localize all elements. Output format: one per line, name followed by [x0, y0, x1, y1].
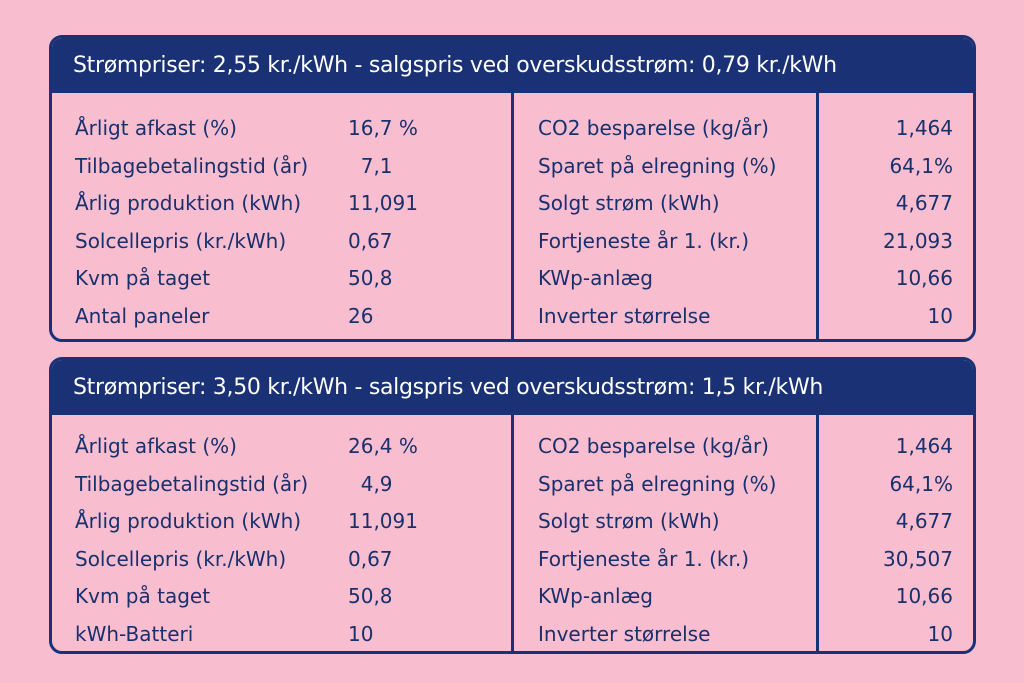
row-value: 10: [348, 621, 374, 646]
row-label: Inverter størrelse: [538, 621, 711, 646]
row-label: Sparet på elregning (%): [538, 471, 777, 496]
row-label: Solcellepris (kr./kWh): [75, 228, 287, 253]
table-row: Kvm på taget 50,8 KWp-anlæg 10,66: [52, 578, 973, 616]
row-label: Fortjeneste år 1. (kr.): [538, 546, 750, 571]
row-value: 7,1: [348, 153, 393, 178]
row-label: Årlig produktion (kWh): [75, 509, 302, 533]
row-value: 4,9: [348, 471, 393, 496]
row-value: 4,677: [895, 191, 953, 215]
table-row: Årlig produktion (kWh) 11,091 Solgt strø…: [52, 503, 973, 541]
row-label: kWh-Batteri: [75, 621, 194, 646]
table-row: kWh-Batteri 10 Inverter størrelse 10: [52, 616, 973, 652]
table-row: Tilbagebetalingstid (år) 7,1 Sparet på e…: [52, 148, 973, 186]
column-divider: [816, 415, 819, 651]
row-label: Solcellepris (kr./kWh): [75, 546, 287, 571]
row-value: 16,7 %: [348, 116, 418, 140]
row-label: Årlig produktion (kWh): [75, 191, 302, 215]
row-value: 11,091: [348, 191, 418, 215]
row-value: 21,093: [883, 228, 953, 253]
row-value: 50,8: [348, 266, 393, 290]
row-label: Tilbagebetalingstid (år): [75, 153, 309, 178]
row-label: Kvm på taget: [75, 584, 211, 608]
row-value: 11,091: [348, 509, 418, 533]
row-value: 26,4 %: [348, 434, 418, 458]
table-rows: Årligt afkast (%) 16,7 % CO2 besparelse …: [52, 110, 973, 335]
row-value: 64,1%: [889, 471, 953, 496]
row-value: 0,67: [348, 546, 393, 571]
row-label: Solgt strøm (kWh): [538, 191, 720, 215]
row-label: Årligt afkast (%): [75, 116, 237, 140]
table-row: Antal paneler 26 Inverter størrelse 10: [52, 298, 973, 336]
row-value: 64,1%: [889, 153, 953, 178]
table-row: Årlig produktion (kWh) 11,091 Solgt strø…: [52, 185, 973, 223]
table-row: Tilbagebetalingstid (år) 4,9 Sparet på e…: [52, 466, 973, 504]
row-value: 1,464: [895, 434, 953, 458]
row-label: CO2 besparelse (kg/år): [538, 434, 769, 458]
row-value: 4,677: [895, 509, 953, 533]
row-value: 10,66: [895, 584, 953, 608]
row-value: 30,507: [883, 546, 953, 571]
row-label: Årligt afkast (%): [75, 434, 237, 458]
table-row: Solcellepris (kr./kWh) 0,67 Fortjeneste …: [52, 223, 973, 261]
panel-body: Årligt afkast (%) 26,4 % CO2 besparelse …: [52, 415, 973, 651]
row-value: 10: [927, 303, 953, 328]
row-label: Kvm på taget: [75, 266, 211, 290]
table-row: Kvm på taget 50,8 KWp-anlæg 10,66: [52, 260, 973, 298]
column-divider: [511, 93, 514, 339]
column-divider: [816, 93, 819, 339]
table-row: Årligt afkast (%) 16,7 % CO2 besparelse …: [52, 110, 973, 148]
row-label: CO2 besparelse (kg/år): [538, 116, 769, 140]
row-label: KWp-anlæg: [538, 266, 653, 290]
row-value: 1,464: [895, 116, 953, 140]
row-value: 50,8: [348, 584, 393, 608]
row-label: Sparet på elregning (%): [538, 153, 777, 178]
row-label: Fortjeneste år 1. (kr.): [538, 228, 750, 253]
table-rows: Årligt afkast (%) 26,4 % CO2 besparelse …: [52, 428, 973, 652]
row-value: 10: [927, 621, 953, 646]
row-label: Solgt strøm (kWh): [538, 509, 720, 533]
row-value: 0,67: [348, 228, 393, 253]
table-row: Årligt afkast (%) 26,4 % CO2 besparelse …: [52, 428, 973, 466]
table-row: Solcellepris (kr./kWh) 0,67 Fortjeneste …: [52, 541, 973, 579]
row-label: Inverter størrelse: [538, 303, 711, 328]
row-label: Antal paneler: [75, 303, 210, 328]
panel-title: Strømpriser: 3,50 kr./kWh - salgspris ve…: [52, 360, 973, 415]
panel-title: Strømpriser: 2,55 kr./kWh - salgspris ve…: [52, 38, 973, 93]
row-label: Tilbagebetalingstid (år): [75, 471, 309, 496]
price-scenario-panel-1: Strømpriser: 2,55 kr./kWh - salgspris ve…: [49, 35, 976, 342]
column-divider: [511, 415, 514, 651]
row-value: 26: [348, 303, 374, 328]
row-value: 10,66: [895, 266, 953, 290]
panel-body: Årligt afkast (%) 16,7 % CO2 besparelse …: [52, 93, 973, 339]
row-label: KWp-anlæg: [538, 584, 653, 608]
price-scenario-panel-2: Strømpriser: 3,50 kr./kWh - salgspris ve…: [49, 357, 976, 654]
